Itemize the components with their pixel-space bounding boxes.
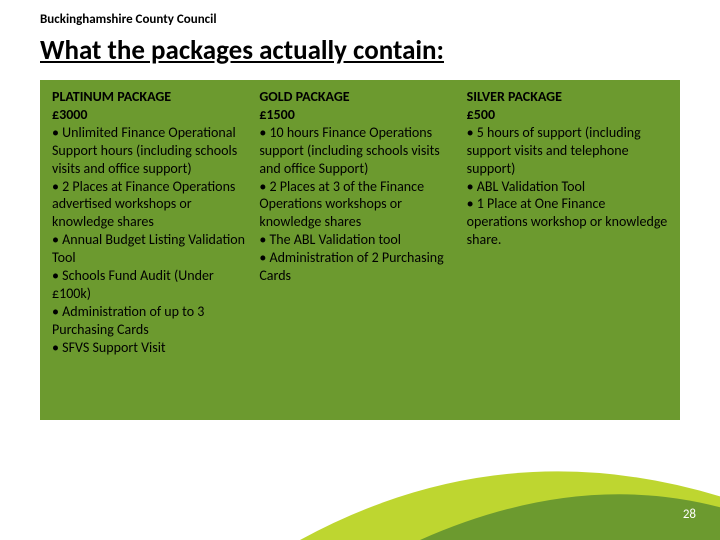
package-col-platinum: PLATINUM PACKAGE £3000 • Unlimited Finan… [52, 88, 253, 412]
package-item: • Administration of 2 Purchasing Cards [259, 249, 460, 285]
package-item: • Administration of up to 3 Purchasing C… [52, 303, 253, 339]
package-name: GOLD PACKAGE [259, 88, 460, 106]
package-item: • 10 hours Finance Operations support (i… [259, 124, 460, 178]
package-price: £1500 [259, 106, 460, 124]
package-name: SILVER PACKAGE [467, 88, 668, 106]
packages-panel: PLATINUM PACKAGE £3000 • Unlimited Finan… [40, 80, 680, 420]
package-items: • Unlimited Finance Operational Support … [52, 124, 253, 357]
package-item: • The ABL Validation tool [259, 231, 460, 249]
package-items: • 10 hours Finance Operations support (i… [259, 124, 460, 285]
package-item: • Schools Fund Audit (Under £100k) [52, 267, 253, 303]
page-number: 28 [683, 507, 696, 522]
package-col-silver: SILVER PACKAGE £500 • 5 hours of support… [467, 88, 668, 412]
swoosh-svg [0, 450, 720, 540]
package-items: • 5 hours of support (including support … [467, 124, 668, 249]
package-col-gold: GOLD PACKAGE £1500 • 10 hours Finance Op… [259, 88, 460, 412]
page-title: What the packages actually contain: [40, 34, 444, 67]
org-name: Buckinghamshire County Council [40, 12, 217, 27]
footer-swoosh [0, 450, 720, 540]
package-item: • 2 Places at Finance Operations adverti… [52, 178, 253, 232]
package-item: • Unlimited Finance Operational Support … [52, 124, 253, 178]
package-item: • 5 hours of support (including support … [467, 124, 668, 178]
package-item: • Annual Budget Listing Validation Tool [52, 231, 253, 267]
package-item: • SFVS Support Visit [52, 339, 253, 357]
package-item: • ABL Validation Tool [467, 178, 668, 196]
package-name: PLATINUM PACKAGE [52, 88, 253, 106]
package-price: £3000 [52, 106, 253, 124]
package-item: • 1 Place at One Finance operations work… [467, 195, 668, 249]
package-price: £500 [467, 106, 668, 124]
package-item: • 2 Places at 3 of the Finance Operation… [259, 178, 460, 232]
